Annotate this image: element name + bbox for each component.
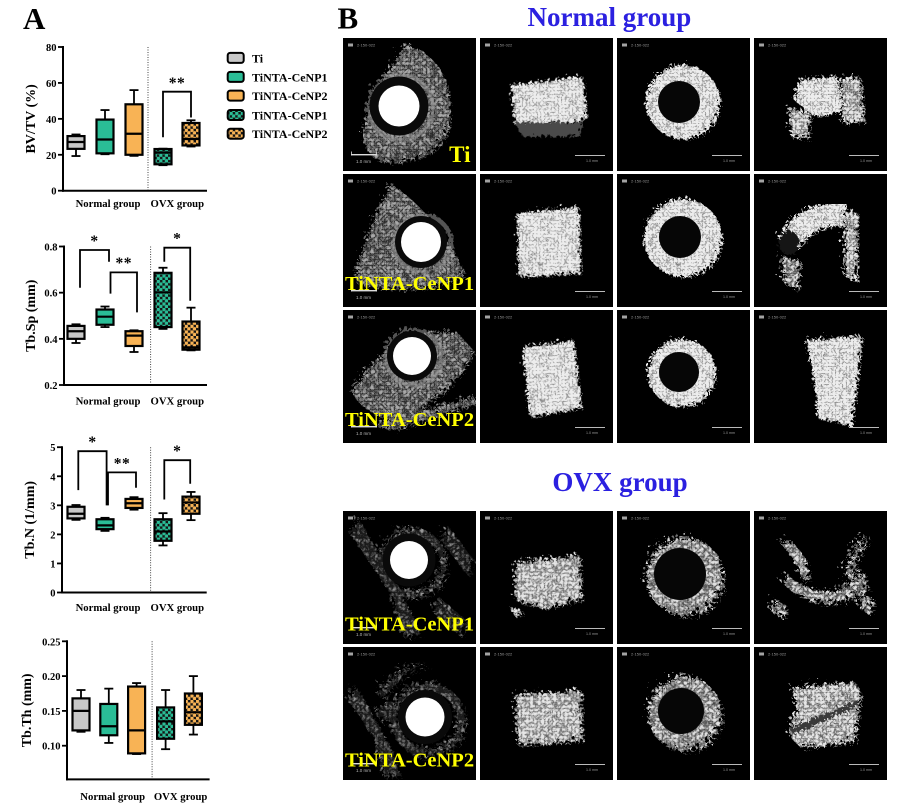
svg-text:Tb.N (1/mm): Tb.N (1/mm) xyxy=(23,481,38,559)
svg-text:0.6: 0.6 xyxy=(44,289,57,300)
svg-text:2·150·022: 2·150·022 xyxy=(631,652,650,657)
svg-text:TiNTA-CeNP2: TiNTA-CeNP2 xyxy=(252,89,328,103)
svg-text:1.0 mm: 1.0 mm xyxy=(356,431,371,436)
svg-text:2·150·022: 2·150·022 xyxy=(631,179,650,184)
svg-text:OVX group: OVX group xyxy=(151,602,205,614)
svg-text:1.0 mm: 1.0 mm xyxy=(723,295,735,299)
svg-text:*: * xyxy=(173,231,181,248)
svg-text:1.0 mm: 1.0 mm xyxy=(723,632,735,636)
svg-text:1.0 mm: 1.0 mm xyxy=(860,632,872,636)
svg-text:0.4: 0.4 xyxy=(44,335,58,346)
svg-text:OVX group: OVX group xyxy=(151,396,205,408)
svg-text:2·150·022: 2·150·022 xyxy=(494,179,513,184)
svg-text:*: * xyxy=(88,434,96,451)
svg-text:1.0 mm: 1.0 mm xyxy=(723,159,735,163)
svg-text:0.15: 0.15 xyxy=(42,707,60,718)
svg-text:TiNTA-CeNP1: TiNTA-CeNP1 xyxy=(345,614,474,636)
svg-text:1.0 mm: 1.0 mm xyxy=(356,295,371,300)
svg-text:2·150·022: 2·150·022 xyxy=(494,315,513,320)
svg-text:2·150·022: 2·150·022 xyxy=(357,516,376,521)
svg-text:Tb.Th (mm): Tb.Th (mm) xyxy=(20,673,35,747)
svg-text:1.0 mm: 1.0 mm xyxy=(586,632,598,636)
svg-text:1.0 mm: 1.0 mm xyxy=(860,159,872,163)
svg-text:3: 3 xyxy=(50,501,55,512)
svg-text:TiNTA-CeNP1: TiNTA-CeNP1 xyxy=(252,109,328,123)
svg-text:TiNTA-CeNP2: TiNTA-CeNP2 xyxy=(345,750,474,772)
svg-text:2·150·022: 2·150·022 xyxy=(631,43,650,48)
svg-text:Ti: Ti xyxy=(449,142,471,167)
svg-text:TiNTA-CeNP1: TiNTA-CeNP1 xyxy=(345,273,474,295)
svg-text:80: 80 xyxy=(46,43,57,54)
svg-text:2·150·022: 2·150·022 xyxy=(768,652,787,657)
svg-text:2·150·022: 2·150·022 xyxy=(494,516,513,521)
svg-text:1.0 mm: 1.0 mm xyxy=(586,768,598,772)
svg-text:2·150·022: 2·150·022 xyxy=(631,315,650,320)
svg-text:40: 40 xyxy=(46,115,57,126)
svg-text:0.8: 0.8 xyxy=(44,243,57,254)
svg-text:2·150·022: 2·150·022 xyxy=(494,652,513,657)
svg-text:1.0 mm: 1.0 mm xyxy=(723,431,735,435)
svg-text:OVX group: OVX group xyxy=(151,198,205,210)
svg-text:2·150·022: 2·150·022 xyxy=(357,652,376,657)
svg-text:0.25: 0.25 xyxy=(42,637,60,648)
svg-text:2·150·022: 2·150·022 xyxy=(494,43,513,48)
svg-text:1.0 mm: 1.0 mm xyxy=(356,159,371,164)
svg-text:60: 60 xyxy=(46,79,57,90)
svg-text:Normal group: Normal group xyxy=(528,2,692,32)
svg-text:Tb.Sp (mm): Tb.Sp (mm) xyxy=(24,279,39,352)
svg-text:A: A xyxy=(23,1,46,36)
svg-text:0.10: 0.10 xyxy=(42,742,60,753)
svg-text:5: 5 xyxy=(50,443,55,454)
svg-text:Ti: Ti xyxy=(252,51,264,65)
svg-text:2·150·022: 2·150·022 xyxy=(768,43,787,48)
svg-text:**: ** xyxy=(169,75,186,92)
svg-text:1.0 mm: 1.0 mm xyxy=(723,768,735,772)
svg-text:TiNTA-CeNP2: TiNTA-CeNP2 xyxy=(345,409,474,431)
svg-text:20: 20 xyxy=(46,151,57,162)
svg-text:1.0 mm: 1.0 mm xyxy=(586,295,598,299)
svg-text:1.0 mm: 1.0 mm xyxy=(356,632,371,637)
svg-text:2·150·022: 2·150·022 xyxy=(768,315,787,320)
svg-text:TiNTA-CeNP1: TiNTA-CeNP1 xyxy=(252,70,328,84)
svg-text:**: ** xyxy=(116,255,133,272)
svg-text:BV/TV (%): BV/TV (%) xyxy=(24,84,39,154)
svg-text:4: 4 xyxy=(50,472,56,483)
svg-text:**: ** xyxy=(114,456,131,473)
svg-text:1: 1 xyxy=(50,559,55,570)
svg-text:OVX group: OVX group xyxy=(552,467,687,497)
svg-text:2·150·022: 2·150·022 xyxy=(768,516,787,521)
svg-text:2·150·022: 2·150·022 xyxy=(631,516,650,521)
svg-text:1.0 mm: 1.0 mm xyxy=(356,768,371,773)
svg-text:2·150·022: 2·150·022 xyxy=(357,43,376,48)
svg-text:TiNTA-CeNP2: TiNTA-CeNP2 xyxy=(252,127,328,141)
svg-text:2·150·022: 2·150·022 xyxy=(357,315,376,320)
svg-text:Normal group: Normal group xyxy=(76,602,141,614)
svg-text:0: 0 xyxy=(50,589,55,600)
svg-text:2: 2 xyxy=(50,530,55,541)
svg-text:Normal group: Normal group xyxy=(76,198,141,210)
svg-text:1.0 mm: 1.0 mm xyxy=(860,768,872,772)
svg-text:1.0 mm: 1.0 mm xyxy=(586,431,598,435)
svg-text:2·150·022: 2·150·022 xyxy=(357,179,376,184)
svg-text:0: 0 xyxy=(51,187,56,198)
svg-text:1.0 mm: 1.0 mm xyxy=(586,159,598,163)
svg-text:1.0 mm: 1.0 mm xyxy=(860,295,872,299)
svg-text:*: * xyxy=(173,443,181,460)
svg-text:0.2: 0.2 xyxy=(44,381,57,392)
svg-text:B: B xyxy=(338,1,359,36)
svg-text:2·150·022: 2·150·022 xyxy=(768,179,787,184)
svg-text:0.20: 0.20 xyxy=(42,672,60,683)
svg-text:Normal group: Normal group xyxy=(80,791,145,803)
svg-text:1.0 mm: 1.0 mm xyxy=(860,431,872,435)
svg-text:*: * xyxy=(90,233,98,250)
svg-text:OVX group: OVX group xyxy=(154,791,208,803)
svg-text:Normal group: Normal group xyxy=(76,396,141,408)
